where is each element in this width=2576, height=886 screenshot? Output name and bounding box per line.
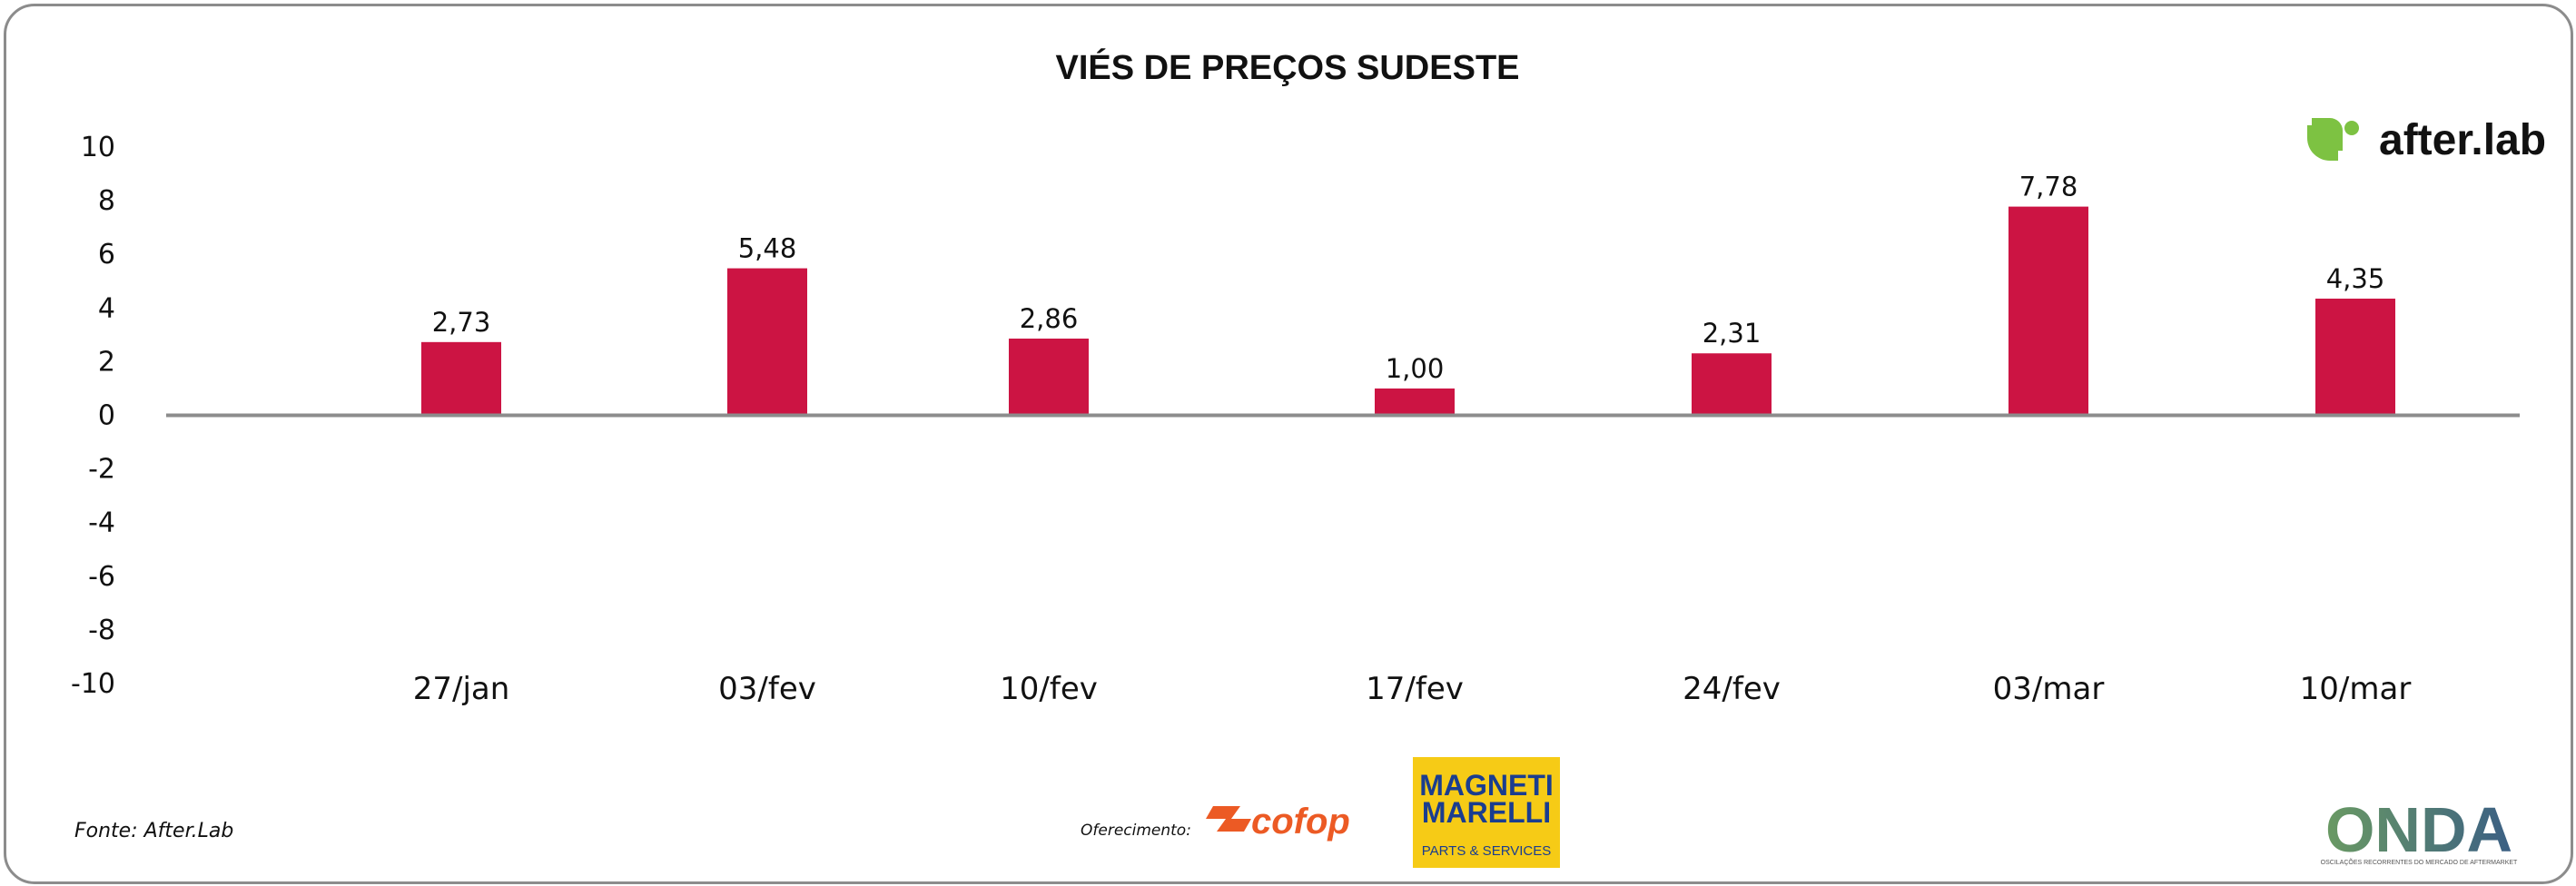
y-tick-label: 0 [98,400,115,432]
y-tick-label: 10 [81,132,115,163]
y-tick-label: 8 [98,185,115,217]
onda-logo-tagline: OSCILAÇÕES RECORRENTES DO MERCADO DE AFT… [2321,858,2518,866]
data-label: 7,78 [2019,172,2078,202]
bar-03-fev [727,268,807,416]
chart-title: VIÉS DE PREÇOS SUDESTE [1055,47,1519,87]
x-tick-label: 03/fev [718,671,816,707]
data-label: 5,48 [738,233,797,264]
afterlab-logo-text: after.lab [2379,116,2546,164]
bar-10-mar [2315,298,2395,416]
data-label: 2,86 [1020,303,1079,334]
onda-logo-text: ONDA [2325,794,2512,865]
x-tick-label: 17/fev [1366,671,1464,707]
y-tick-label: -6 [88,561,115,593]
x-axis-ticks: 27/jan 03/fev 10/fev 17/fev 24/fev 03/mar 10/m… [413,671,2412,707]
cofop-mark-icon [1206,806,1251,832]
y-axis-ticks: 10 8 6 4 2 0 -2 -4 -6 -8 -10 [71,132,115,700]
magneti-logo-line1: MAGNETI [1419,769,1554,802]
bar-24-fev [1692,353,1772,416]
x-tick-label: 24/fev [1683,671,1781,707]
x-tick-label: 10/mar [2300,671,2412,707]
bar-10-fev [1009,338,1089,416]
data-label: 2,73 [432,307,491,338]
onda-logo: ONDA OSCILAÇÕES RECORRENTES DO MERCADO D… [2321,794,2518,866]
data-labels: 2,73 5,48 2,86 1,00 2,31 7,78 4,35 [432,172,2385,384]
y-tick-label: -2 [88,454,115,486]
y-tick-label: -8 [88,615,115,646]
chart-frame [4,4,2573,884]
cofop-logo: cofop [1206,802,1350,842]
afterlab-logo: after.lab [2307,116,2546,164]
x-tick-label: 10/fev [1000,671,1098,707]
offered-by-label: Oferecimento: [1081,822,1191,840]
afterlab-logo-icon [2307,118,2359,161]
y-tick-label: -4 [88,507,115,539]
magneti-marelli-logo: MAGNETI MARELLI PARTS & SERVICES [1413,757,1560,868]
y-tick-label: -10 [71,668,115,700]
x-tick-label: 03/mar [1993,671,2105,707]
cofop-logo-text: cofop [1251,802,1350,842]
bars [421,206,2395,416]
data-label: 1,00 [1386,353,1445,384]
y-tick-label: 2 [98,346,115,378]
bar-03-mar [2008,206,2088,416]
data-label: 4,35 [2326,263,2385,294]
y-tick-label: 6 [98,239,115,271]
y-tick-label: 4 [98,292,115,324]
magneti-logo-line3: PARTS & SERVICES [1422,843,1552,859]
magneti-logo-line2: MARELLI [1422,796,1551,829]
x-tick-label: 27/jan [413,671,510,707]
source-note: Fonte: After.Lab [74,820,233,842]
bar-27-jan [421,341,501,416]
data-label: 2,31 [1703,318,1762,349]
bar-17-fev [1375,388,1455,416]
